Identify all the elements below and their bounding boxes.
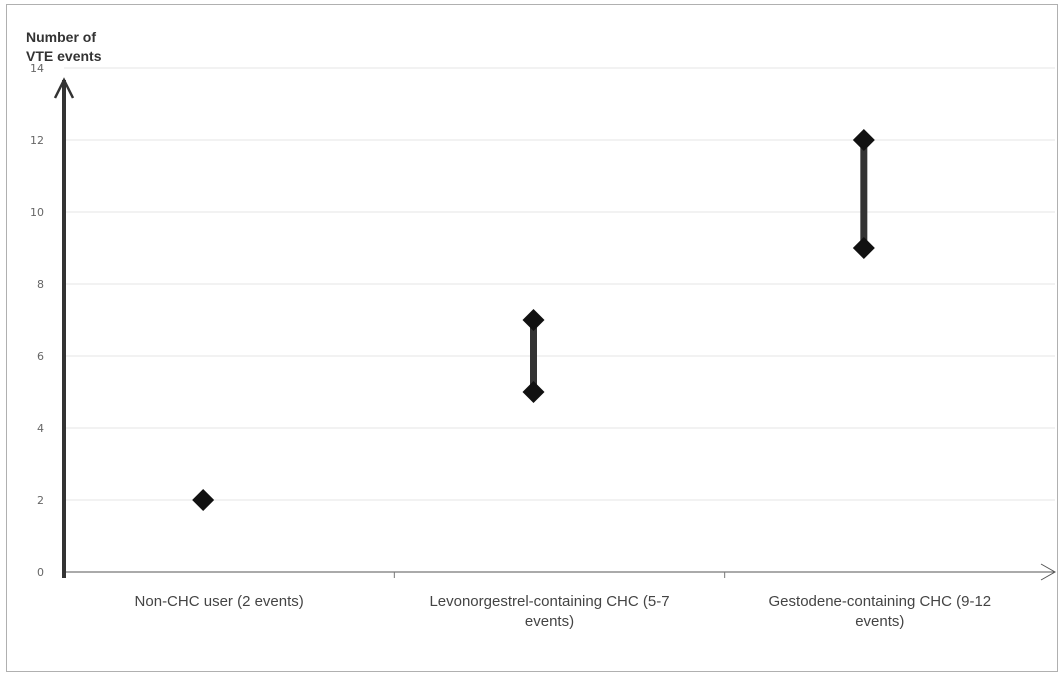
y-axis-label-line: Number of: [26, 29, 96, 45]
marker-high-2: [522, 309, 545, 331]
range-lines: [530, 140, 868, 392]
category-label: Gestodene-containing CHC (9-12 events): [769, 593, 992, 630]
y-axis-arrow: [53, 77, 75, 99]
marker-low-1: [192, 489, 215, 511]
y-axis-label-line: VTE events: [26, 48, 102, 64]
marker-low-2: [522, 381, 545, 403]
y-tick-label: 14: [30, 62, 44, 75]
x-axis-arrow: [1040, 563, 1057, 581]
category-label: Levonorgestrel-containing CHC (5-7 events…: [429, 593, 669, 630]
y-tick-label: 10: [30, 206, 44, 219]
axes: [53, 77, 1057, 581]
y-tick-label: 0: [37, 566, 44, 579]
gridlines: [64, 67, 1055, 501]
y-ticks: 0 2 4 6 8 10 12 14: [30, 62, 44, 579]
y-tick-label: 8: [37, 278, 44, 291]
category-label: Non-CHC user (2 events): [135, 593, 304, 610]
y-tick-label: 4: [37, 422, 44, 435]
category-labels: Non-CHC user (2 events) Levonorgestrel-co…: [135, 593, 992, 630]
y-tick-label: 12: [30, 134, 44, 147]
chart-frame: [6, 4, 1058, 672]
markers: [192, 129, 875, 511]
y-tick-label: 6: [37, 350, 44, 363]
y-tick-label: 2: [37, 494, 44, 507]
y-axis-label: Number of VTE events: [26, 29, 102, 64]
marker-low-3: [852, 237, 875, 259]
marker-high-3: [852, 129, 875, 151]
